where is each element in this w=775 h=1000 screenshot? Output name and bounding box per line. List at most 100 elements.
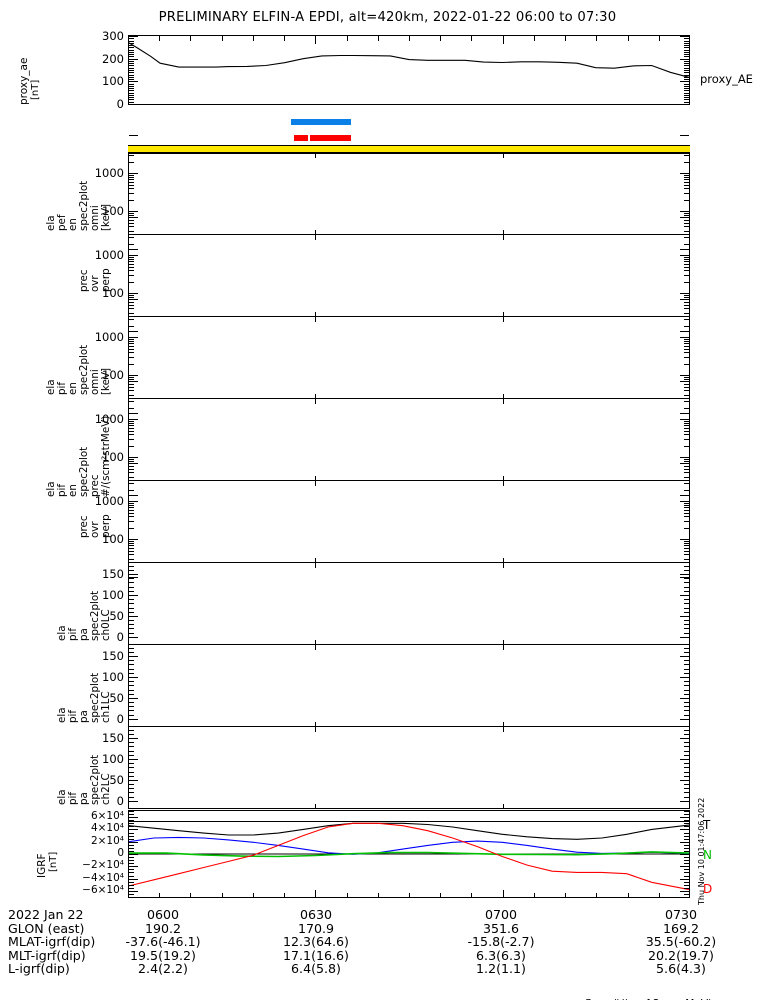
tick-mark xyxy=(689,893,690,898)
y-tick-label: −2×10⁴ xyxy=(82,859,124,872)
tick-mark xyxy=(129,540,134,542)
tick-mark xyxy=(129,729,134,731)
tick-mark xyxy=(684,281,689,283)
table-cell: 17.1(16.6) xyxy=(283,947,349,963)
tick-mark xyxy=(689,640,690,645)
tick-mark xyxy=(684,847,689,849)
tick-mark xyxy=(315,230,317,235)
tick-mark xyxy=(129,504,134,506)
tick-mark xyxy=(129,256,134,258)
tick-mark xyxy=(684,174,689,176)
tick-mark xyxy=(129,101,134,103)
panel-ela-pif-en-prec-ovr-perp xyxy=(128,481,690,563)
tick-mark xyxy=(129,811,134,812)
tick-mark xyxy=(565,893,566,898)
tick-mark xyxy=(129,340,134,342)
tick-mark xyxy=(129,457,138,459)
tick-mark xyxy=(129,651,134,653)
tick-mark xyxy=(684,161,689,163)
igrf-traces xyxy=(129,821,689,891)
tick-mark xyxy=(315,476,317,481)
tick-mark xyxy=(129,506,134,508)
y-tick-label: 50 xyxy=(109,772,124,787)
tick-mark xyxy=(684,342,689,344)
panel-ela-pef-en-prec-ovr-perp xyxy=(128,235,690,317)
yellow-band xyxy=(128,145,690,153)
tick-mark xyxy=(684,685,689,687)
tick-mark xyxy=(680,255,689,257)
tick-mark xyxy=(684,434,689,436)
tick-mark xyxy=(129,746,134,748)
igrf-legend-D: D xyxy=(703,882,713,896)
tick-mark xyxy=(284,893,285,898)
tick-mark xyxy=(129,814,134,816)
y-tick-label: −6×10⁴ xyxy=(82,883,124,896)
tick-mark xyxy=(440,36,441,41)
tick-mark xyxy=(684,693,689,695)
x-axis-tick-label: 0600 xyxy=(146,907,180,922)
tick-mark xyxy=(684,439,689,441)
tick-mark xyxy=(684,860,689,862)
y-tick-label: 100 xyxy=(102,532,124,547)
tick-mark xyxy=(129,76,134,78)
tick-mark xyxy=(129,779,134,781)
tick-mark xyxy=(378,893,379,898)
tick-mark xyxy=(684,647,689,649)
tick-mark xyxy=(684,63,689,65)
tick-mark xyxy=(129,301,134,303)
y-axis-label-line: perp xyxy=(100,514,112,539)
tick-mark xyxy=(502,312,504,317)
tick-mark xyxy=(129,857,134,859)
tick-mark xyxy=(129,796,134,798)
tick-mark xyxy=(129,243,134,245)
tick-mark xyxy=(315,312,317,317)
tick-mark xyxy=(502,645,504,650)
tick-mark xyxy=(129,706,134,708)
tick-mark xyxy=(689,563,690,568)
tick-mark xyxy=(684,775,689,777)
tick-mark xyxy=(684,512,689,514)
tick-mark xyxy=(684,266,689,268)
tick-mark xyxy=(129,817,138,819)
y-tick-label: 0 xyxy=(116,793,124,808)
tick-mark xyxy=(680,539,689,541)
tick-mark xyxy=(315,727,317,732)
tick-mark xyxy=(128,36,129,41)
tick-mark xyxy=(129,260,134,262)
tick-mark xyxy=(680,216,689,218)
tick-mark xyxy=(684,729,689,731)
tick-mark xyxy=(684,383,689,385)
tick-mark xyxy=(129,427,134,429)
tick-mark xyxy=(684,611,689,613)
tick-mark xyxy=(689,804,690,809)
tick-mark xyxy=(129,390,134,392)
tick-mark xyxy=(502,640,504,645)
tick-mark xyxy=(684,582,689,584)
tick-mark xyxy=(129,154,134,156)
table-cell: -15.8(-2.7) xyxy=(467,934,535,950)
tick-mark xyxy=(689,230,690,235)
tick-mark xyxy=(684,386,689,388)
tick-mark xyxy=(502,153,504,158)
tick-mark xyxy=(129,872,134,874)
tick-mark xyxy=(684,296,689,298)
tick-mark xyxy=(689,399,690,404)
tick-mark xyxy=(684,47,689,49)
tick-mark xyxy=(596,893,597,898)
y-tick-label: −4×10⁴ xyxy=(82,871,124,884)
tick-mark xyxy=(684,340,689,342)
tick-mark xyxy=(684,154,689,156)
tick-mark xyxy=(315,317,317,322)
tick-mark xyxy=(129,424,134,426)
tick-mark xyxy=(378,36,379,41)
tick-mark xyxy=(129,754,134,756)
tick-mark xyxy=(684,714,689,716)
tick-mark xyxy=(684,509,689,511)
tick-mark xyxy=(684,60,689,62)
tick-mark xyxy=(315,640,317,645)
tick-mark xyxy=(129,826,134,828)
tick-mark xyxy=(129,79,134,81)
tick-mark xyxy=(684,578,689,580)
tick-mark xyxy=(347,893,348,898)
red-interval-bar-short xyxy=(294,135,308,141)
